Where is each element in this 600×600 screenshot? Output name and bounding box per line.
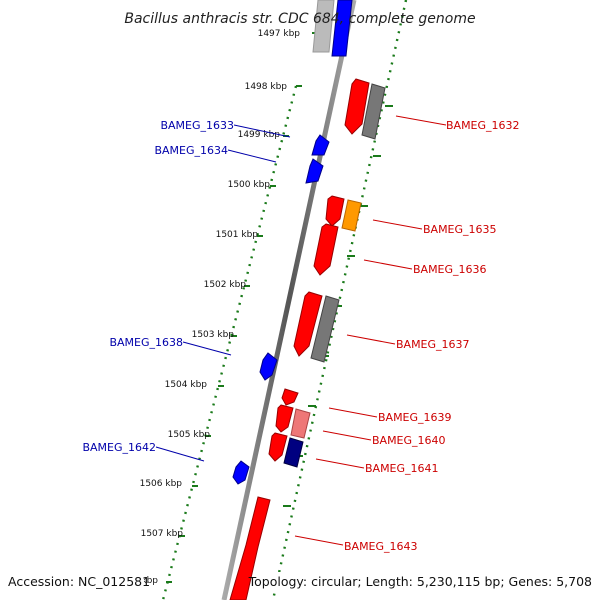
gene-label-bameg-1641[interactable]: BAMEG_1641: [365, 462, 439, 475]
gene-label-bameg-1635[interactable]: BAMEG_1635: [423, 223, 497, 236]
accession-text: Accession: NC_012581: [8, 574, 150, 589]
tick-label: 1502 kbp: [204, 280, 247, 290]
gene-label-bameg-1639[interactable]: BAMEG_1639: [378, 411, 452, 424]
leader-line: [395, 115, 447, 126]
gene-bameg-1643[interactable]: [229, 496, 271, 600]
map-title: Bacillus anthracis str. CDC 684, complet…: [124, 11, 475, 27]
gene-bameg-1637[interactable]: [293, 291, 323, 357]
left-ruler-track: [161, 85, 298, 600]
leader-line: [322, 430, 372, 441]
label-leaders: [155, 115, 447, 546]
gene-label-bameg-1632[interactable]: BAMEG_1632: [446, 119, 520, 132]
gene-label-bameg-1642[interactable]: BAMEG_1642: [82, 441, 156, 454]
gene-block-orange-1635[interactable]: [341, 199, 362, 232]
leader-line: [315, 458, 365, 469]
leader-line: [372, 219, 423, 230]
gene-block-gray-top[interactable]: [312, 0, 335, 53]
leader-line: [233, 124, 291, 138]
leader-line: [294, 535, 344, 546]
gene-features: [229, 0, 386, 600]
gene-label-group: BAMEG_1632 BAMEG_1635 BAMEG_1636 BAMEG_1…: [82, 119, 519, 553]
gene-label-bameg-1643[interactable]: BAMEG_1643: [344, 540, 418, 553]
leader-line: [363, 259, 413, 270]
tick-label: 1500 kbp: [228, 180, 271, 190]
topology-text: Topology: circular; Length: 5,230,115 bp…: [248, 574, 592, 589]
genome-backbone: [221, 0, 357, 600]
tick-label: 1501 kbp: [216, 230, 259, 240]
gene-bameg-1640[interactable]: [275, 404, 294, 433]
footer-right-backdrop: [256, 572, 596, 592]
gene-bameg-1642[interactable]: [232, 460, 250, 485]
gene-bameg-1632[interactable]: [344, 78, 370, 135]
gene-label-bameg-1637[interactable]: BAMEG_1637: [396, 338, 470, 351]
gene-bameg-1634[interactable]: [305, 158, 324, 184]
gene-bameg-1638[interactable]: [259, 352, 278, 381]
leader-line: [182, 341, 232, 356]
tick-label: 1499 kbp: [238, 130, 281, 140]
tick-label: 1504 kbp: [165, 380, 208, 390]
gene-block-gray-1632[interactable]: [361, 83, 386, 140]
leader-line: [328, 407, 378, 418]
tick-label: 1503 kbp: [192, 330, 235, 340]
tick-label: 1505 kbp: [168, 430, 211, 440]
gene-label-bameg-1638[interactable]: BAMEG_1638: [109, 336, 183, 349]
gene-label-bameg-1636[interactable]: BAMEG_1636: [413, 263, 487, 276]
leader-line: [346, 334, 396, 345]
gene-label-bameg-1640[interactable]: BAMEG_1640: [372, 434, 446, 447]
gene-bameg-1636[interactable]: [313, 223, 339, 276]
kbp-ticks: [166, 32, 393, 583]
gene-bameg-1639[interactable]: [281, 388, 299, 406]
gene-bameg-1635[interactable]: [325, 195, 345, 227]
gene-bameg-1633[interactable]: [311, 134, 330, 156]
gene-label-bameg-1634[interactable]: BAMEG_1634: [154, 144, 228, 157]
tick-label: 1506 kbp: [140, 479, 183, 489]
right-ruler-track: [271, 0, 408, 600]
leader-line: [227, 149, 277, 163]
gene-bameg-1641[interactable]: [268, 432, 288, 462]
gene-block-pink-1640[interactable]: [290, 408, 311, 439]
footer-left-backdrop: [4, 572, 144, 592]
gene-label-bameg-1633[interactable]: BAMEG_1633: [160, 119, 234, 132]
tick-label: 1507 kbp: [141, 529, 184, 539]
gene-block-gray-1637[interactable]: [310, 295, 340, 363]
gene-block-navy-1641[interactable]: [283, 437, 304, 468]
kbp-tick-labels: 1497 kbp 1498 kbp 1499 kbp 1500 kbp 1501 kbp…: [116, 29, 301, 586]
tick-label: 1497 kbp: [258, 29, 301, 39]
leader-line: [155, 446, 205, 462]
gene-block-blue-top[interactable]: [331, 0, 353, 57]
tick-label: 1498 kbp: [245, 82, 288, 92]
